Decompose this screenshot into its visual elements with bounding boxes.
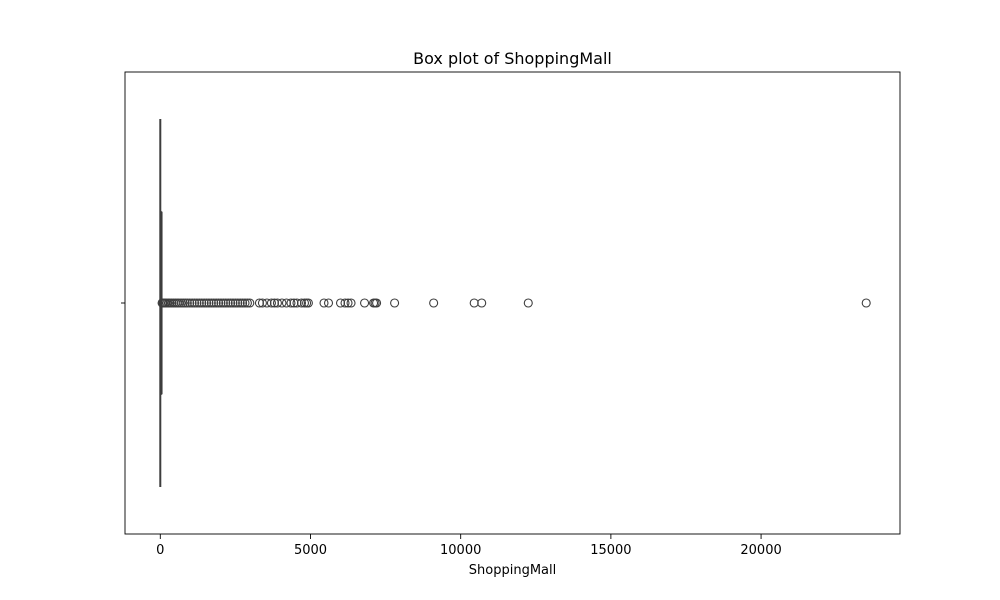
outlier-point [346, 298, 356, 308]
outlier-point [197, 298, 207, 308]
outlier-point [192, 298, 202, 308]
x-tick-label: 5000 [294, 543, 327, 558]
outlier-point [187, 298, 197, 308]
outlier-point [861, 298, 871, 308]
outlier-point [469, 298, 479, 308]
outlier-point [343, 298, 353, 308]
x-tick-label: 15000 [590, 543, 631, 558]
x-tick-label: 20000 [740, 543, 781, 558]
outlier-point [228, 298, 238, 308]
outlier-point [221, 298, 231, 308]
outlier-point [323, 298, 334, 308]
outlier-point [242, 298, 252, 308]
outlier-point [204, 298, 214, 308]
outlier-point [218, 298, 228, 308]
outlier-point [272, 298, 282, 308]
outlier-point [206, 298, 216, 308]
chart-title: Box plot of ShoppingMall [413, 49, 612, 68]
outlier-point [216, 298, 226, 308]
outlier-point [185, 298, 195, 308]
outlier-point [235, 298, 245, 308]
outlier-point [266, 298, 276, 308]
outlier-point [360, 298, 370, 308]
outlier-point [182, 298, 192, 308]
outlier-point [245, 298, 255, 308]
outlier-point [372, 298, 382, 308]
outlier-point [238, 298, 248, 308]
outlier-point [277, 298, 287, 308]
outlier-point [214, 298, 224, 308]
outlier-point [319, 298, 329, 308]
outlier-point [189, 298, 200, 308]
outlier-point [240, 298, 250, 308]
outlier-point [211, 298, 221, 308]
outlier-point [199, 298, 209, 308]
plot-area: 0 5000 10000 15000 20000 [121, 71, 901, 558]
outlier-point [429, 298, 439, 308]
outlier-point [523, 298, 533, 308]
outlier-point [296, 298, 307, 308]
outlier-point [303, 298, 313, 308]
outlier-point [226, 298, 236, 308]
x-axis-label: ShoppingMall [469, 563, 556, 578]
outlier-point [340, 298, 350, 308]
x-tick-label: 10000 [440, 543, 481, 558]
outlier-point [233, 298, 243, 308]
outlier-point [257, 298, 267, 308]
outlier-point [194, 298, 204, 308]
outlier-point [209, 298, 219, 308]
x-tick-label: 0 [156, 543, 164, 558]
outlier-point [223, 298, 233, 308]
outlier-point [202, 298, 212, 308]
outlier-point [286, 298, 296, 308]
outlier-point [390, 298, 400, 308]
outlier-point [477, 298, 487, 308]
outlier-point [230, 298, 240, 308]
